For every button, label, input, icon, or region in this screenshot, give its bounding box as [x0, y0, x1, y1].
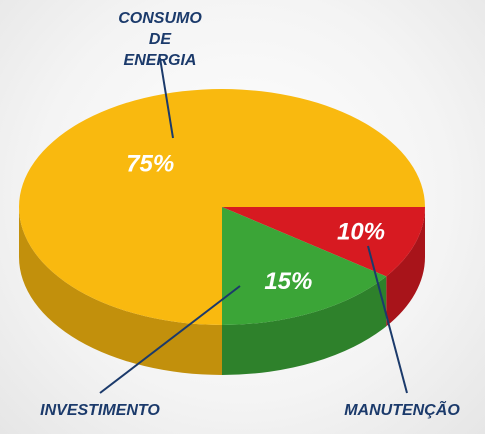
slice	[222, 207, 425, 277]
value-label: 75%	[126, 151, 174, 178]
value-label: 10%	[337, 219, 385, 246]
value-label: 15%	[264, 268, 312, 295]
slice	[19, 89, 425, 325]
slice-side	[386, 207, 425, 327]
slice-side	[222, 276, 387, 375]
category-label: CONSUMO DE ENERGIA	[118, 10, 202, 69]
leader-line	[99, 285, 241, 394]
category-label: INVESTIMENTO	[40, 402, 160, 419]
category-label: MANUTENÇÃO	[344, 402, 460, 419]
slice	[222, 207, 387, 325]
leader-line	[367, 245, 408, 394]
leader-line	[159, 57, 174, 139]
slice-side	[19, 207, 222, 375]
